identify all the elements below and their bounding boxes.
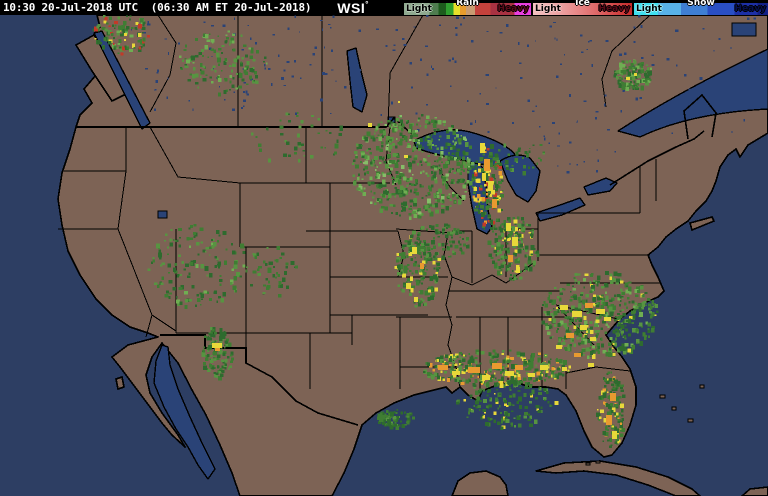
wsi-logo-degree-mark: ° <box>365 0 369 9</box>
legend-ice-bar: Ice Light Heavy <box>533 0 632 15</box>
lakes <box>93 22 768 480</box>
legend-rain-label: Rain <box>456 0 479 8</box>
legend-rain-gradient <box>404 3 531 15</box>
lake-winnipeg <box>346 47 368 113</box>
lake-erie <box>535 197 586 222</box>
us-mexico-border <box>160 334 359 426</box>
legend-rain-bar: Rain Light Heavy <box>404 0 531 15</box>
legend-snow-light-label: Light <box>636 4 662 14</box>
gulf-of-st-lawrence <box>617 48 768 138</box>
legend-ice-gradient <box>533 3 632 15</box>
strait-of-georgia <box>93 30 151 130</box>
legend-ice-label: Ice <box>575 0 590 8</box>
legend-snow-bar: Snow Light Heavy <box>634 0 768 15</box>
legend-snow-gradient <box>634 3 768 15</box>
maine-border <box>683 93 717 140</box>
st-lawrence-border <box>609 130 705 186</box>
small-islands <box>585 384 705 466</box>
great-salt-lake <box>157 210 168 219</box>
legend-rain-heavy-label: Heavy <box>497 4 529 14</box>
precip-legend: Rain Light Heavy Ice Light Heavy Snow Li… <box>402 0 768 15</box>
status-bar: 10:30 20-Jul-2018 UTC (06:30 AM ET 20-Ju… <box>0 0 768 15</box>
legend-ice-light-label: Light <box>535 4 561 14</box>
labrador-lake <box>731 22 757 37</box>
lake-ontario <box>583 177 618 196</box>
legend-snow-heavy-label: Heavy <box>734 4 766 14</box>
legend-rain-light-label: Light <box>406 4 432 14</box>
timestamp: 10:30 20-Jul-2018 UTC (06:30 AM ET 20-Ju… <box>3 1 312 14</box>
radar-echo-layer <box>92 15 659 448</box>
wsi-logo: WSI° <box>337 0 369 16</box>
lake-speckles <box>130 15 763 174</box>
radar-map <box>0 15 768 496</box>
legend-snow-label: Snow <box>687 0 715 8</box>
gulf-of-california <box>153 344 216 480</box>
legend-ice-heavy-label: Heavy <box>598 4 630 14</box>
landmass <box>57 15 768 496</box>
